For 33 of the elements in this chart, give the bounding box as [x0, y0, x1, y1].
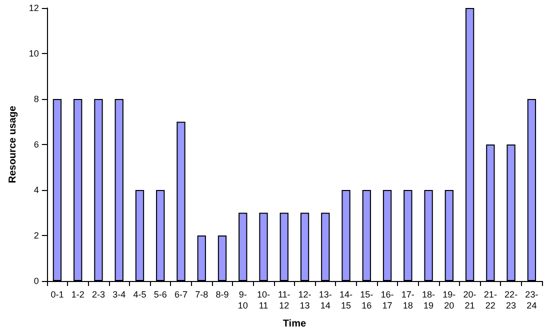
x-tick-label: 23-24 [525, 290, 538, 310]
x-tick-label: 16-17 [380, 290, 394, 310]
x-tick-label: 6-7 [174, 290, 188, 300]
x-axis-title: Time [282, 318, 306, 330]
x-tick-label: 17-18 [401, 290, 414, 310]
y-tick-label: 6 [34, 140, 39, 150]
x-tick-label: 13-14 [318, 290, 332, 310]
y-tick-label: 10 [28, 48, 39, 58]
y-axis-title: Resource usage [8, 105, 18, 184]
y-tick-label: 2 [34, 230, 39, 240]
x-tick-label: 4-5 [133, 290, 146, 300]
x-tick-label: 7-8 [195, 290, 208, 300]
x-tick-label: 12-13 [298, 290, 312, 310]
x-tick-label: 21-22 [484, 290, 497, 310]
x-tick-label: 5-6 [154, 290, 167, 300]
x-tick-label: 14-15 [340, 290, 353, 310]
y-tick-label: 0 [34, 276, 39, 286]
x-tick-label: 8-9 [216, 290, 229, 300]
y-tick-label: 12 [28, 3, 39, 13]
x-tick-label: 15-16 [360, 290, 374, 310]
y-tick-label: 4 [34, 185, 39, 195]
x-tick-label: 19-20 [442, 290, 456, 310]
x-tick-label: 3-4 [112, 290, 126, 300]
x-tick-label: 11-12 [278, 290, 290, 310]
x-tick-label: 1-2 [71, 290, 84, 300]
x-tick-label: 10-11 [257, 290, 270, 310]
x-tick-label: 22-23 [504, 290, 518, 310]
y-tick-label: 8 [34, 94, 39, 104]
x-tick-label: 18-19 [422, 290, 436, 310]
x-tick-label: 20-21 [463, 290, 476, 310]
x-tick-label: 2-3 [92, 290, 105, 300]
x-tick-label: 9-10 [238, 290, 248, 310]
x-tick-label: 0-1 [50, 290, 64, 300]
